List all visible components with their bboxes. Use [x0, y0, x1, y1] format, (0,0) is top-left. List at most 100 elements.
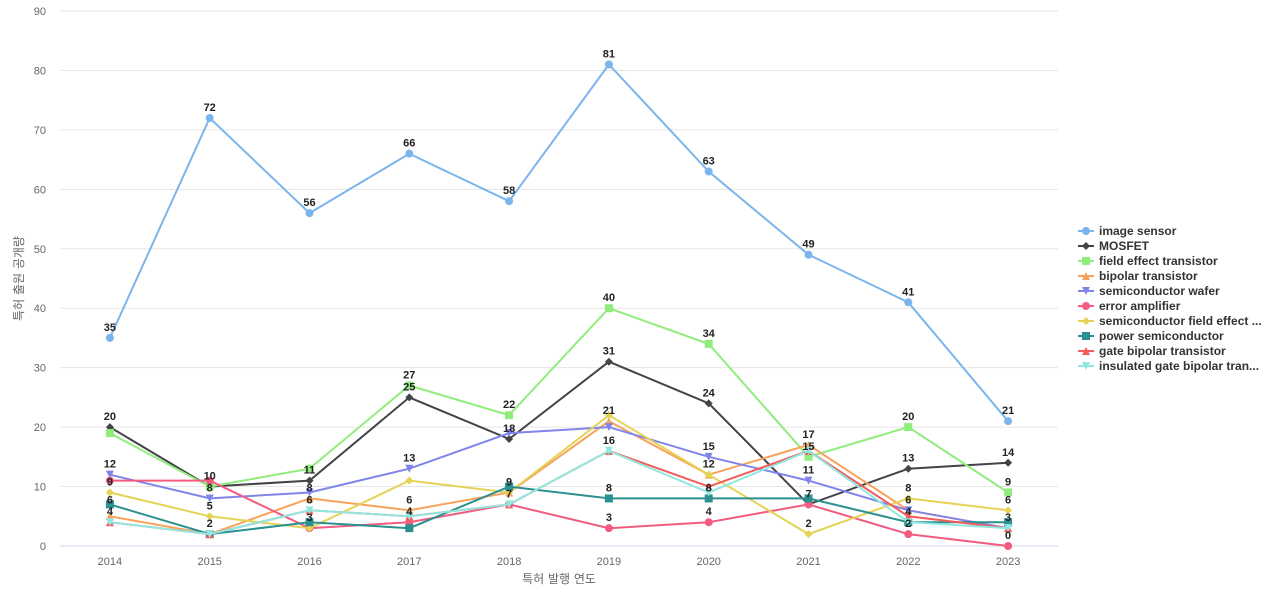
legend-item[interactable]: power semiconductor — [1078, 329, 1224, 343]
point-marker — [904, 518, 913, 527]
point-marker — [604, 423, 613, 432]
data-label: 6 — [406, 494, 412, 506]
point-marker — [1082, 287, 1090, 295]
legend-item[interactable]: semiconductor wafer — [1078, 284, 1220, 298]
x-tick-label: 2015 — [197, 556, 221, 568]
point-marker — [1082, 302, 1090, 310]
series-line — [108, 62, 1009, 422]
x-tick-label: 2020 — [696, 556, 720, 568]
data-label: 8 — [706, 482, 712, 494]
point-marker — [405, 464, 414, 473]
data-label: 17 — [802, 429, 814, 441]
data-label: 8 — [905, 482, 911, 494]
legend-item[interactable]: image sensor — [1078, 224, 1177, 238]
legend-label: image sensor — [1099, 224, 1177, 238]
legend-item[interactable]: bipolar transistor — [1078, 269, 1198, 283]
data-label: 22 — [503, 399, 515, 411]
point-marker — [405, 381, 414, 390]
data-label: 6 — [107, 494, 113, 506]
data-label: 21 — [603, 405, 615, 417]
point-marker — [1082, 242, 1090, 250]
point-marker — [105, 518, 114, 527]
legend-item[interactable]: field effect transistor — [1078, 254, 1218, 268]
point-marker — [604, 524, 613, 533]
series-line — [109, 485, 1009, 536]
point-marker — [505, 500, 514, 509]
data-label: 21 — [1002, 405, 1014, 417]
legend-item[interactable]: MOSFET — [1078, 239, 1150, 253]
data-label: 81 — [603, 49, 615, 61]
legend-label: insulated gate bipolar tran... — [1099, 359, 1259, 373]
data-label: 8 — [207, 482, 213, 494]
point-marker — [604, 494, 613, 503]
data-label: 58 — [503, 185, 515, 197]
x-tick-label: 2018 — [497, 556, 521, 568]
point-marker — [105, 333, 114, 342]
point-marker — [704, 488, 713, 497]
series-image-sensor — [105, 60, 1013, 426]
point-marker — [305, 209, 314, 218]
point-marker — [305, 464, 314, 473]
point-marker — [704, 339, 713, 348]
point-marker — [105, 429, 114, 438]
data-label: 7 — [805, 488, 811, 500]
data-label: 14 — [1002, 447, 1015, 459]
data-label: 4 — [706, 506, 713, 518]
point-marker — [604, 357, 613, 366]
data-label: 25 — [403, 381, 415, 393]
data-label: 7 — [506, 488, 512, 500]
data-label: 11 — [803, 465, 815, 477]
point-marker — [1004, 518, 1013, 527]
data-label: 3 — [606, 512, 612, 524]
point-marker — [405, 512, 414, 521]
legend-label: field effect transistor — [1099, 254, 1218, 268]
data-label: 0 — [1005, 530, 1011, 542]
data-label: 15 — [703, 441, 715, 453]
point-marker — [604, 60, 613, 69]
point-marker — [505, 411, 514, 420]
point-marker — [1082, 362, 1090, 370]
data-label: 40 — [603, 292, 615, 304]
point-marker — [704, 494, 713, 503]
legend-item[interactable]: error amplifier — [1078, 299, 1181, 313]
point-marker — [405, 524, 414, 533]
y-tick-label: 70 — [34, 125, 46, 137]
series-mosfet — [105, 357, 1013, 509]
point-marker — [604, 446, 613, 455]
legend-item[interactable]: gate bipolar transistor — [1078, 344, 1226, 358]
data-label: 20 — [902, 411, 914, 423]
data-label: 3 — [1005, 512, 1011, 524]
x-tick-label: 2023 — [996, 556, 1020, 568]
point-marker — [505, 429, 514, 438]
point-marker — [205, 476, 214, 485]
data-label: 4 — [406, 506, 413, 518]
series-lines — [105, 60, 1013, 550]
y-axis-title: 특허 출원 공개량 — [12, 236, 26, 321]
point-marker — [704, 452, 713, 461]
x-tick-label: 2021 — [796, 556, 820, 568]
y-tick-label: 60 — [34, 184, 46, 196]
data-label: 11 — [304, 465, 316, 477]
legend-item[interactable]: insulated gate bipolar tran... — [1078, 359, 1259, 373]
point-marker — [205, 530, 214, 539]
point-marker — [804, 494, 813, 503]
series-semiconductor-wafer — [105, 423, 1013, 533]
data-label: 6 — [306, 494, 312, 506]
point-marker — [1004, 524, 1013, 533]
data-label: 9 — [1005, 477, 1011, 489]
data-label: 6 — [1005, 494, 1011, 506]
x-tick-label: 2016 — [297, 556, 321, 568]
series-error-amplifier — [105, 476, 1013, 550]
y-tick-label: 20 — [34, 422, 46, 434]
legend-item[interactable]: semiconductor field effect ... — [1078, 314, 1262, 328]
series-line — [109, 426, 1009, 530]
legend-label: MOSFET — [1099, 239, 1150, 253]
data-label: 5 — [207, 500, 213, 512]
point-marker — [704, 470, 713, 479]
point-marker — [804, 250, 813, 259]
series-line — [109, 307, 1009, 494]
legend-label: bipolar transistor — [1099, 269, 1198, 283]
data-label: 3 — [306, 512, 312, 524]
